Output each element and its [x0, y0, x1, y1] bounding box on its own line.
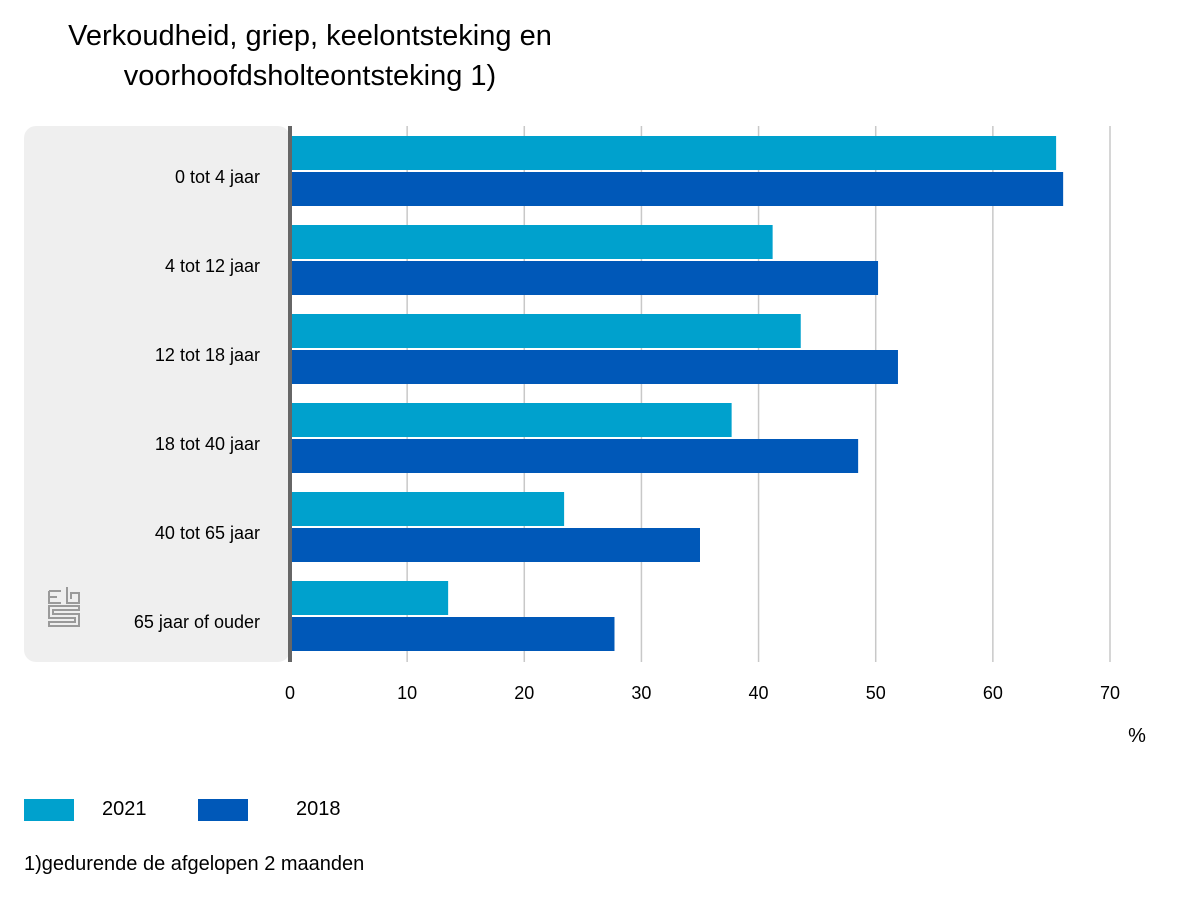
x-axis-label: % [1128, 725, 1146, 747]
bar-2021 [292, 581, 449, 615]
x-tick-label: 30 [631, 683, 651, 703]
bar-2018 [292, 439, 859, 473]
category-label: 4 tot 12 jaar [165, 256, 260, 276]
bar-2018 [292, 172, 1064, 206]
legend-swatch [24, 798, 74, 821]
bar-2021 [292, 136, 1057, 170]
category-label: 0 tot 4 jaar [175, 167, 260, 187]
x-tick-label: 20 [514, 683, 534, 703]
bar-2018 [292, 528, 700, 562]
bar-2021 [292, 225, 773, 259]
category-panel [24, 126, 290, 662]
x-tick-label: 70 [1100, 683, 1120, 703]
category-label: 40 tot 65 jaar [155, 523, 260, 543]
legend-label: 2018 [296, 798, 341, 820]
legend-item-2018: 2018 [198, 798, 341, 821]
cbs-logo-icon [48, 587, 80, 627]
bar-2018 [292, 617, 615, 651]
x-tick-label: 10 [397, 683, 417, 703]
legend-swatch [198, 798, 248, 821]
category-label: 12 tot 18 jaar [155, 345, 260, 365]
legend-label: 2021 [102, 798, 147, 820]
chart-title: Verkoudheid, griep, keelontsteking en vo… [68, 20, 552, 92]
x-tick-label: 40 [749, 683, 769, 703]
category-label: 65 jaar of ouder [134, 612, 260, 632]
legend-item-2021: 2021 [24, 798, 147, 821]
bar-2021 [292, 314, 801, 348]
bar-2018 [292, 350, 898, 384]
x-tick-label: 60 [983, 683, 1003, 703]
footnote: 1)gedurende de afgelopen 2 maanden [24, 853, 365, 875]
bar-2021 [292, 403, 732, 437]
x-tick-label: 0 [285, 683, 295, 703]
bar-2021 [292, 492, 565, 526]
category-label: 18 tot 40 jaar [155, 434, 260, 454]
bar-2018 [292, 261, 879, 295]
x-tick-label: 50 [866, 683, 886, 703]
